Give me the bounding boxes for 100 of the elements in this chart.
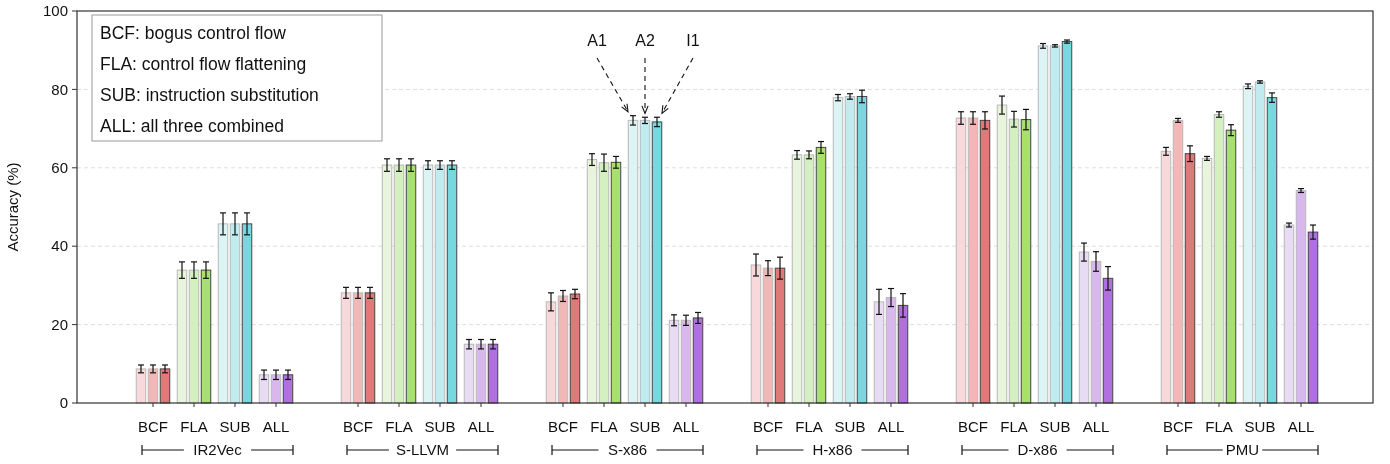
bar xyxy=(405,164,417,404)
bar xyxy=(791,154,803,404)
bar xyxy=(1020,119,1032,404)
bar xyxy=(1295,190,1307,404)
annotation: ALL: all three combined xyxy=(100,116,284,136)
x-tick-label: ALL xyxy=(1287,418,1315,435)
x-tick-label: BCF xyxy=(753,418,783,435)
bar xyxy=(856,95,868,404)
bar xyxy=(996,104,1008,404)
x-tick-label: ALL xyxy=(877,418,905,435)
y-tick-label: 0 xyxy=(59,394,68,412)
text: PMU xyxy=(1225,441,1260,459)
bar xyxy=(340,292,352,404)
bar xyxy=(434,164,446,404)
bar xyxy=(668,319,680,404)
x-tick-label: FLA xyxy=(385,418,413,435)
bar xyxy=(1266,97,1278,404)
bar xyxy=(1102,277,1114,404)
bar xyxy=(955,117,967,404)
x-tick-label: FLA xyxy=(590,418,618,435)
bar xyxy=(381,164,393,404)
x-tick-label: FLA xyxy=(180,418,208,435)
bar xyxy=(557,295,569,404)
bar xyxy=(159,368,171,404)
bar xyxy=(475,343,487,404)
y-tick-label: 40 xyxy=(51,237,68,255)
x-tick-label: ALL xyxy=(262,418,290,435)
bar xyxy=(364,292,376,404)
y-tick-label: 100 xyxy=(42,2,68,20)
x-tick-label: FLA xyxy=(795,418,823,435)
bar xyxy=(463,343,475,404)
x-tick-label: BCF xyxy=(343,418,373,435)
bar xyxy=(217,223,229,404)
bar xyxy=(270,374,282,404)
annotation: BCF: bogus control flow xyxy=(100,23,287,43)
bar xyxy=(545,301,557,404)
bar xyxy=(188,269,200,404)
text: A2 xyxy=(635,32,655,49)
x-tick-label: ALL xyxy=(1082,418,1110,435)
x-tick-label: BCF xyxy=(958,418,988,435)
bar xyxy=(803,154,815,404)
x-tick-label: SUB xyxy=(1039,418,1071,435)
x-tick-label: SUB xyxy=(424,418,456,435)
bar xyxy=(897,304,909,404)
x-tick-label: FLA xyxy=(1000,418,1028,435)
bar xyxy=(229,223,241,404)
bar xyxy=(1078,251,1090,404)
bar xyxy=(1008,118,1020,404)
bar xyxy=(1037,45,1049,404)
bar xyxy=(1061,41,1073,404)
bar xyxy=(1307,231,1319,404)
bar xyxy=(832,97,844,404)
bar xyxy=(762,267,774,404)
bar xyxy=(639,119,651,404)
annotation: FLA: control flow flattening xyxy=(100,54,307,74)
bar xyxy=(1090,260,1102,404)
bar xyxy=(352,292,364,404)
bar xyxy=(885,297,897,404)
bar xyxy=(692,317,704,404)
x-tick-label: SUB xyxy=(219,418,251,435)
bar xyxy=(598,162,610,404)
bar xyxy=(241,223,253,404)
bar xyxy=(1225,129,1237,404)
text: H-x86 xyxy=(812,441,853,459)
bar xyxy=(815,146,827,404)
text: IR2Vec xyxy=(193,441,243,459)
bar xyxy=(1254,81,1266,404)
y-axis-title: Accuracy (%) xyxy=(4,162,21,252)
bar xyxy=(1213,113,1225,404)
bar xyxy=(422,164,434,404)
bar xyxy=(147,368,159,404)
y-tick-label: 80 xyxy=(51,80,68,98)
x-tick-label: SUB xyxy=(1244,418,1276,435)
bar xyxy=(1283,224,1295,404)
x-tick-label: ALL xyxy=(467,418,495,435)
bar xyxy=(680,319,692,404)
bar xyxy=(1201,157,1213,404)
bar xyxy=(967,117,979,404)
x-tick-label: BCF xyxy=(1163,418,1193,435)
text: A1 xyxy=(587,32,607,49)
bar xyxy=(586,159,598,404)
bar xyxy=(750,264,762,404)
x-tick-label: FLA xyxy=(1205,418,1233,435)
bar xyxy=(1172,119,1184,404)
bar xyxy=(651,121,663,404)
bar xyxy=(1049,45,1061,404)
y-tick-label: 60 xyxy=(51,159,68,177)
bar xyxy=(135,368,147,404)
text: S-LLVM xyxy=(395,441,450,459)
annotation: SUB: instruction substitution xyxy=(100,85,319,105)
x-tick-label: SUB xyxy=(834,418,866,435)
text: D-x86 xyxy=(1017,441,1058,459)
bar xyxy=(393,164,405,404)
bar xyxy=(1184,153,1196,404)
bar xyxy=(627,119,639,404)
bar xyxy=(844,95,856,404)
bar xyxy=(1242,85,1254,404)
bar xyxy=(569,293,581,404)
x-tick-label: BCF xyxy=(138,418,168,435)
bar xyxy=(1160,150,1172,404)
